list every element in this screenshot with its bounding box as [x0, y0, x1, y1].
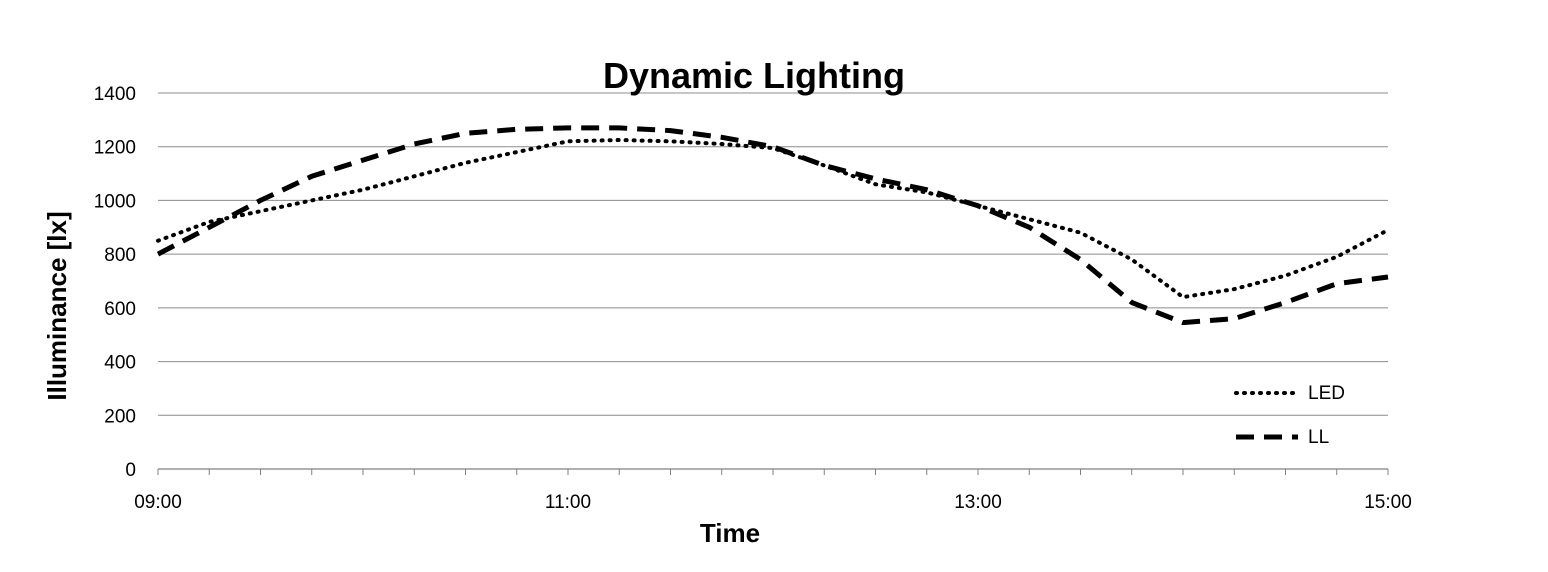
y-axis-label: Illuminance [lx] [42, 211, 72, 400]
chart-title: Dynamic Lighting [603, 55, 905, 96]
y-tick-label-200: 200 [104, 406, 136, 427]
x-tick-label-1300: 13:00 [954, 492, 1002, 513]
x-axis-tick-labels: 09:00 11:00 13:00 15:00 [134, 492, 1412, 513]
y-tick-label-1200: 1200 [94, 138, 136, 159]
series-line-ll [156, 125, 1389, 326]
y-tick-label-600: 600 [104, 299, 136, 320]
series-layer [156, 125, 1390, 326]
x-tick-label-0900: 09:00 [134, 492, 182, 513]
y-tick-label-800: 800 [104, 245, 136, 266]
x-axis-label: Time [700, 518, 760, 548]
series-line-led [156, 138, 1390, 300]
gridlines [158, 92, 1388, 416]
y-tick-label-400: 400 [104, 353, 136, 374]
legend-label-ll: LL [1308, 427, 1329, 448]
y-tick-label-1000: 1000 [94, 191, 136, 212]
x-tick-label-1100: 11:00 [545, 492, 591, 513]
x-tick-label-1500: 15:00 [1364, 492, 1412, 513]
y-axis-tick-labels: 0 200 400 600 800 1000 1200 1400 [94, 84, 136, 481]
y-tick-label-1400: 1400 [94, 84, 136, 105]
legend-item-led: LED [1234, 383, 1345, 404]
y-tick-label-0: 0 [125, 460, 136, 481]
legend: LED LL [1234, 383, 1345, 448]
x-axis-ticks [157, 469, 1389, 475]
legend-item-ll: LL [1236, 427, 1329, 448]
legend-label-led: LED [1308, 383, 1345, 404]
